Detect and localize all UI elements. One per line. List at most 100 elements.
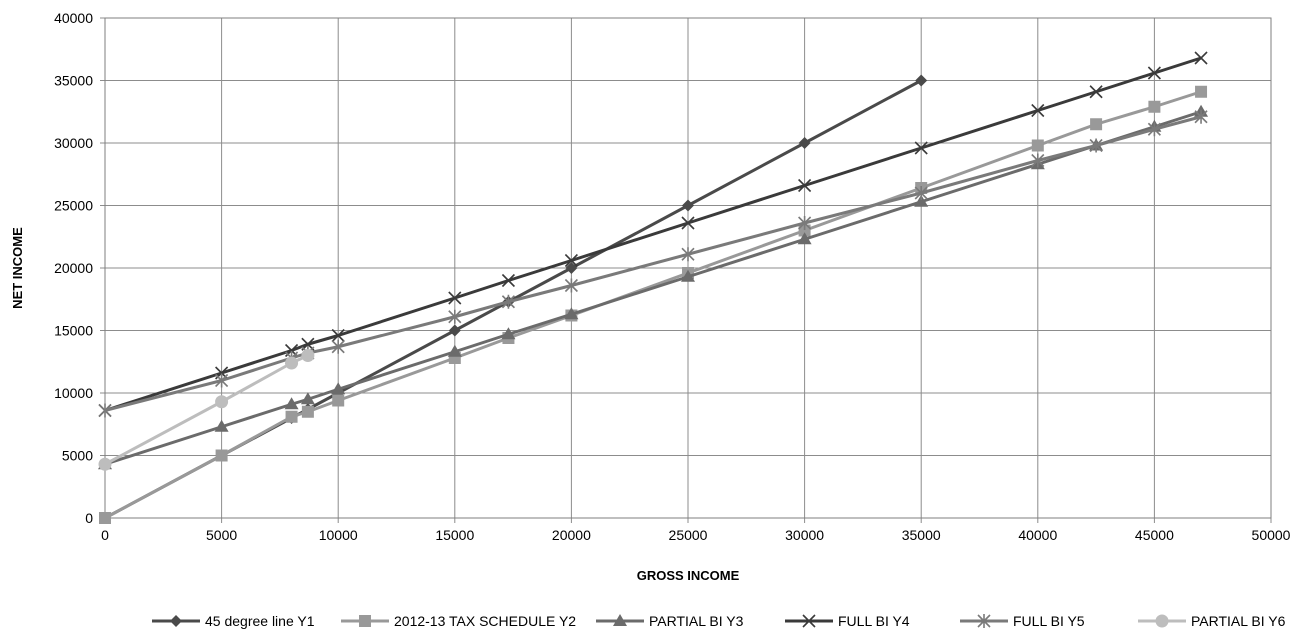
data-point: [448, 309, 462, 324]
data-point: [284, 397, 299, 410]
data-point: [332, 394, 345, 407]
data-point: [798, 216, 812, 230]
legend-label: PARTIAL BI Y6: [1191, 613, 1286, 629]
data-point: [681, 269, 695, 282]
data-point: [797, 232, 812, 245]
data-point: [331, 339, 345, 354]
x-tick-label: 50000: [1252, 527, 1291, 543]
data-point: [1147, 122, 1161, 137]
legend-item: PARTIAL BI Y6: [1138, 613, 1286, 629]
data-point: [1090, 118, 1103, 131]
data-point: [564, 278, 578, 293]
legend-marker: [613, 614, 627, 626]
data-point: [448, 291, 462, 305]
data-point: [285, 356, 299, 370]
legend-label: FULL BI Y4: [838, 613, 910, 629]
x-tick-label: 10000: [319, 527, 358, 543]
series-2: [99, 85, 1208, 524]
data-point: [681, 247, 695, 262]
x-tick-labels: 0 5000 10000 15000 20000 25000 30000 35000 40000…: [101, 527, 1291, 543]
x-tick-label: 30000: [785, 527, 824, 543]
data-point: [301, 405, 314, 418]
legend-marker: [170, 615, 182, 627]
data-point: [447, 344, 462, 357]
legend: 45 degree line Y1 2012-13 TAX SCHEDULE Y2…: [152, 613, 1286, 629]
legend-marker: [1155, 614, 1169, 628]
data-point: [214, 419, 229, 432]
series-group: [98, 51, 1209, 524]
legend-item: FULL BI Y5: [960, 613, 1085, 629]
legend-item: 2012-13 TAX SCHEDULE Y2: [341, 613, 576, 629]
data-point: [915, 74, 928, 87]
data-point: [215, 449, 228, 462]
data-point: [1031, 139, 1044, 152]
data-point: [682, 199, 694, 212]
data-point: [564, 253, 578, 268]
data-point: [564, 307, 579, 320]
data-point: [681, 216, 695, 230]
data-point: [798, 224, 811, 237]
y-tick-labels: 0 5000 10000 15000 20000 25000 30000 35000 40000: [54, 10, 93, 526]
legend-marker: [359, 615, 371, 627]
y-tick-label: 20000: [54, 260, 93, 276]
y-tick-label: 40000: [54, 10, 93, 26]
data-point: [501, 327, 516, 340]
data-point: [1148, 100, 1161, 113]
data-point: [501, 273, 516, 288]
legend-item: PARTIAL BI Y3: [596, 613, 744, 629]
data-point: [1195, 85, 1208, 98]
y-axis-title: NET INCOME: [10, 227, 25, 309]
data-point: [331, 328, 345, 343]
x-axis-title: GROSS INCOME: [637, 568, 740, 583]
data-point: [301, 349, 315, 362]
data-point: [914, 141, 928, 155]
legend-label: 2012-13 TAX SCHEDULE Y2: [394, 613, 576, 629]
x-tick-label: 45000: [1135, 527, 1174, 543]
x-tick-label: 40000: [1018, 527, 1057, 543]
x-tick-label: 20000: [552, 527, 591, 543]
legend-marker: [977, 614, 991, 628]
data-point: [1089, 138, 1103, 153]
data-point: [99, 512, 111, 524]
data-point: [914, 186, 928, 200]
data-point: [98, 457, 112, 471]
y-tick-label: 0: [85, 510, 93, 526]
data-point: [1194, 51, 1208, 65]
series-4: [98, 51, 1208, 418]
series-line: [104, 354, 309, 466]
data-point: [798, 178, 812, 193]
series-line: [104, 90, 1202, 520]
x-tick-label: 15000: [435, 527, 474, 543]
data-point: [1194, 109, 1208, 124]
legend-marker: [802, 614, 816, 628]
data-point: [285, 410, 298, 423]
data-point: [1031, 103, 1045, 118]
y-tick-label: 15000: [54, 323, 93, 339]
x-tick-label: 5000: [206, 527, 237, 543]
series-5: [98, 109, 1208, 418]
legend-label: PARTIAL BI Y3: [649, 613, 744, 629]
x-tick-label: 0: [101, 527, 109, 543]
y-tick-label: 25000: [54, 198, 93, 214]
data-point: [300, 392, 315, 405]
plot-border: [104, 17, 1272, 519]
x-tick-label: 35000: [902, 527, 941, 543]
y-tick-label: 35000: [54, 73, 93, 89]
data-point: [501, 294, 516, 309]
x-tick-label: 25000: [669, 527, 708, 543]
legend-label: 45 degree line Y1: [205, 613, 315, 629]
y-tick-label: 10000: [54, 385, 93, 401]
y-tick-label: 30000: [54, 135, 93, 151]
data-point: [565, 262, 578, 274]
data-point: [1089, 85, 1103, 99]
data-point: [448, 324, 461, 337]
series-6: [98, 349, 315, 471]
data-point: [331, 382, 346, 395]
legend-item: 45 degree line Y1: [152, 613, 315, 629]
data-point: [798, 137, 811, 149]
y-tick-label: 5000: [62, 448, 93, 464]
legend-item: FULL BI Y4: [785, 613, 910, 629]
data-point: [98, 403, 112, 418]
legend-label: FULL BI Y5: [1013, 613, 1085, 629]
